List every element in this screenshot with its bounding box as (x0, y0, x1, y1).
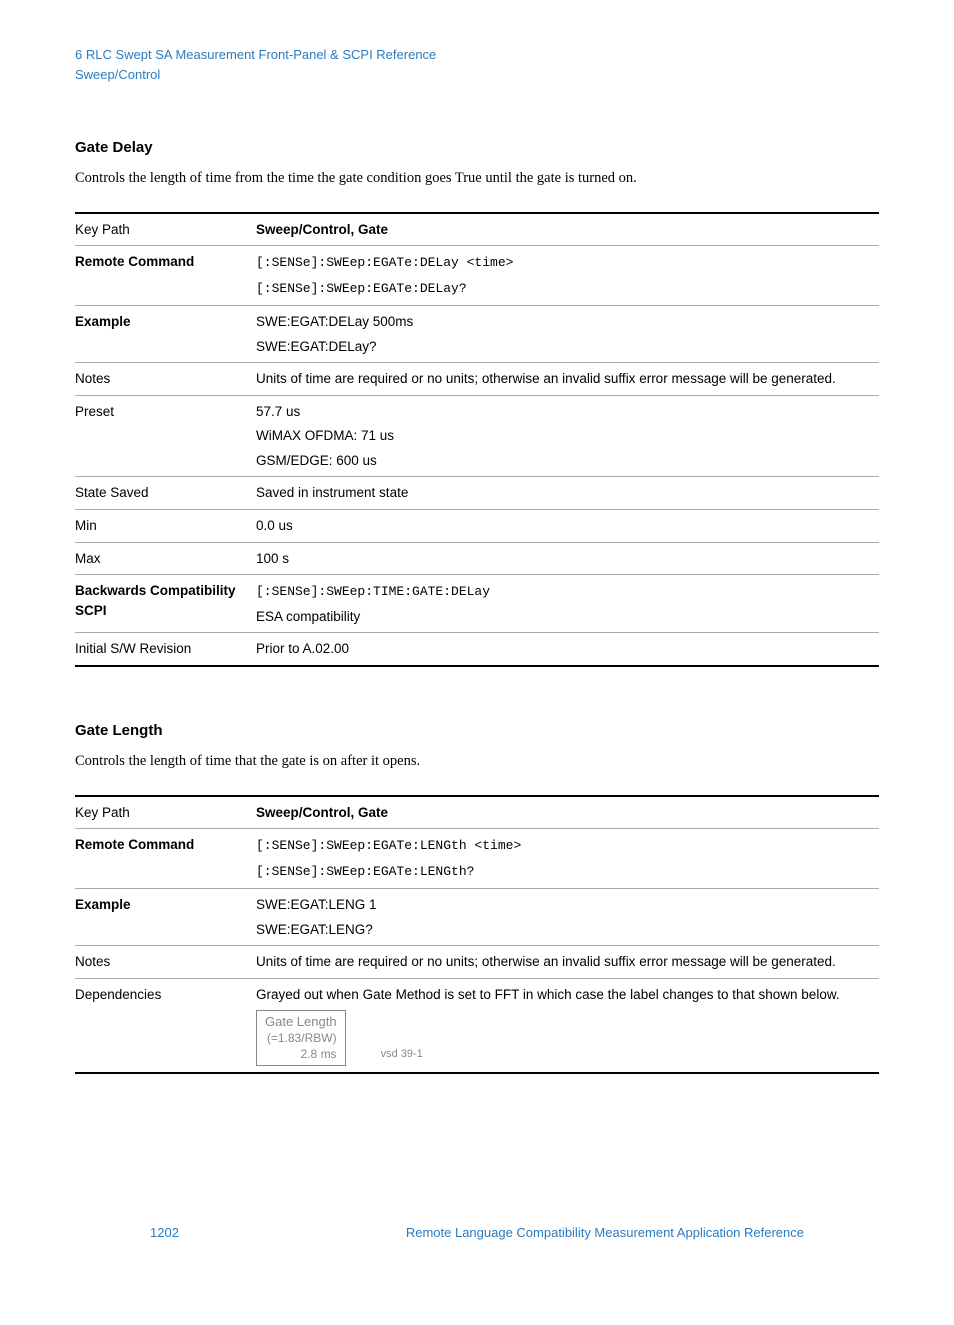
code-text: [:SENSe]:SWEep:EGATe:LENGth? (256, 864, 474, 879)
table-row: NotesUnits of time are required or no un… (75, 946, 879, 979)
value-line: [:SENSe]:SWEep:EGATe:DELay? (256, 278, 873, 299)
value-line: Prior to A.02.00 (256, 639, 873, 659)
value-line: [:SENSe]:SWEep:EGATe:LENGth <time> (256, 835, 873, 856)
row-value: Units of time are required or no units; … (256, 363, 879, 396)
value-line: [:SENSe]:SWEep:EGATe:DELay <time> (256, 252, 873, 273)
reference-table: Key PathSweep/Control, GateRemote Comman… (75, 212, 879, 667)
value-line: 0.0 us (256, 516, 873, 536)
value-line: ESA compatibility (256, 607, 873, 627)
table-row: NotesUnits of time are required or no un… (75, 363, 879, 396)
row-label: Notes (75, 363, 256, 396)
row-label: Min (75, 509, 256, 542)
code-text: [:SENSe]:SWEep:TIME:GATE:DELay (256, 584, 490, 599)
table-row: ExampleSWE:EGAT:DELay 500msSWE:EGAT:DELa… (75, 306, 879, 363)
value-line: GSM/EDGE: 600 us (256, 451, 873, 471)
row-value: [:SENSe]:SWEep:EGATe:DELay <time> [:SENSe… (256, 246, 879, 306)
doc-title: Remote Language Compatibility Measuremen… (406, 1225, 804, 1240)
row-value: Prior to A.02.00 (256, 633, 879, 666)
value-line: Grayed out when Gate Method is set to FF… (256, 985, 873, 1005)
row-value: 57.7 us WiMAX OFDMA: 71 us GSM/EDGE: 600 u… (256, 395, 879, 477)
reference-table: Key PathSweep/Control, GateRemote Comman… (75, 795, 879, 1075)
table-row: Key PathSweep/Control, Gate (75, 796, 879, 829)
row-label: Max (75, 542, 256, 575)
value-line: WiMAX OFDMA: 71 us (256, 426, 873, 446)
row-value: SWE:EGAT:LENG 1 SWE:EGAT:LENG? (256, 889, 879, 946)
value-line: SWE:EGAT:DELay? (256, 337, 873, 357)
row-value: Saved in instrument state (256, 477, 879, 510)
row-value: SWE:EGAT:DELay 500ms SWE:EGAT:DELay? (256, 306, 879, 363)
page-number: 1202 (150, 1225, 179, 1240)
value-line: Saved in instrument state (256, 483, 873, 503)
table-row: Remote Command[:SENSe]:SWEep:EGATe:DELay… (75, 246, 879, 306)
chapter-line: 6 RLC Swept SA Measurement Front-Panel &… (75, 45, 879, 65)
value-line: Sweep/Control, Gate (256, 803, 873, 823)
page-footer: 1202 Remote Language Compatibility Measu… (150, 1225, 804, 1240)
row-value: Grayed out when Gate Method is set to FF… (256, 978, 879, 1073)
value-line: Units of time are required or no units; … (256, 369, 873, 389)
table-row: Key PathSweep/Control, Gate (75, 213, 879, 246)
row-label: Remote Command (75, 246, 256, 306)
value-line: Sweep/Control, Gate (256, 220, 873, 240)
value-line: [:SENSe]:SWEep:EGATe:LENGth? (256, 861, 873, 882)
row-value: Sweep/Control, Gate (256, 213, 879, 246)
table-row: State SavedSaved in instrument state (75, 477, 879, 510)
row-label: Remote Command (75, 829, 256, 889)
row-label: Initial S/W Revision (75, 633, 256, 666)
section-description: Controls the length of time from the tim… (75, 168, 879, 190)
breadcrumb: Sweep/Control (75, 65, 879, 85)
section-description: Controls the length of time that the gat… (75, 751, 879, 773)
value-line: SWE:EGAT:LENG 1 (256, 895, 873, 915)
table-row: Remote Command[:SENSe]:SWEep:EGATe:LENGt… (75, 829, 879, 889)
table-row: Initial S/W RevisionPrior to A.02.00 (75, 633, 879, 666)
code-text: [:SENSe]:SWEep:EGATe:DELay? (256, 281, 467, 296)
table-row: ExampleSWE:EGAT:LENG 1 SWE:EGAT:LENG? (75, 889, 879, 946)
vsd-label: vsd 39-1 (381, 1047, 423, 1063)
row-value: Units of time are required or no units; … (256, 946, 879, 979)
row-label: Key Path (75, 213, 256, 246)
code-text: [:SENSe]:SWEep:EGATe:DELay <time> (256, 255, 513, 270)
value-line: 100 s (256, 549, 873, 569)
row-label: Preset (75, 395, 256, 477)
section-title: Gate Delay (75, 139, 879, 156)
table-row: Backwards Compatibility SCPI[:SENSe]:SWE… (75, 575, 879, 633)
row-label: Backwards Compatibility SCPI (75, 575, 256, 633)
value-line: Units of time are required or no units; … (256, 952, 873, 972)
softkey-box: Gate Length(=1.83/RBW)2.8 ms (256, 1010, 346, 1066)
row-value: Sweep/Control, Gate (256, 796, 879, 829)
row-label: Example (75, 306, 256, 363)
table-row: Preset57.7 us WiMAX OFDMA: 71 us GSM/EDGE:… (75, 395, 879, 477)
row-value: 0.0 us (256, 509, 879, 542)
value-line: [:SENSe]:SWEep:TIME:GATE:DELay (256, 581, 873, 602)
row-label: Key Path (75, 796, 256, 829)
row-label: Dependencies (75, 978, 256, 1073)
value-line: SWE:EGAT:DELay 500ms (256, 312, 873, 332)
row-value: 100 s (256, 542, 879, 575)
row-value: [:SENSe]:SWEep:TIME:GATE:DELay ESA compat… (256, 575, 879, 633)
row-label: State Saved (75, 477, 256, 510)
table-row: DependenciesGrayed out when Gate Method … (75, 978, 879, 1073)
row-value: [:SENSe]:SWEep:EGATe:LENGth <time> [:SENS… (256, 829, 879, 889)
value-line: SWE:EGAT:LENG? (256, 920, 873, 940)
page-header: 6 RLC Swept SA Measurement Front-Panel &… (75, 45, 879, 84)
value-line: 57.7 us (256, 402, 873, 422)
row-label: Example (75, 889, 256, 946)
section-title: Gate Length (75, 722, 879, 739)
code-text: [:SENSe]:SWEep:EGATe:LENGth <time> (256, 838, 521, 853)
row-label: Notes (75, 946, 256, 979)
table-row: Max100 s (75, 542, 879, 575)
table-row: Min0.0 us (75, 509, 879, 542)
